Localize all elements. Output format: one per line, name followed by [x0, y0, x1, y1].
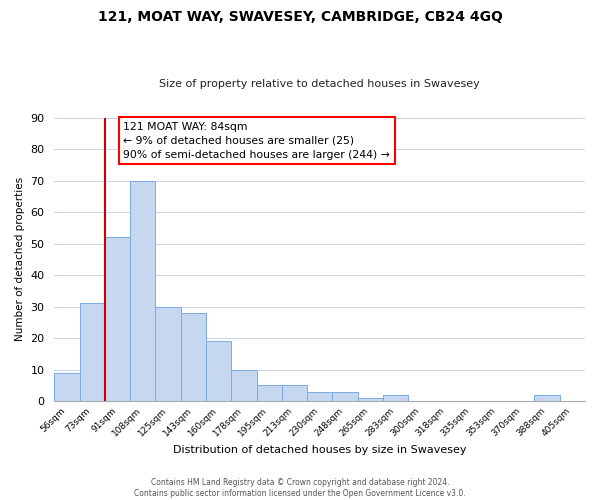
- Bar: [383, 395, 408, 401]
- Bar: [80, 304, 105, 401]
- Bar: [206, 341, 231, 401]
- Bar: [231, 370, 257, 401]
- Text: 121, MOAT WAY, SWAVESEY, CAMBRIDGE, CB24 4GQ: 121, MOAT WAY, SWAVESEY, CAMBRIDGE, CB24…: [98, 10, 502, 24]
- Text: 121 MOAT WAY: 84sqm
← 9% of detached houses are smaller (25)
90% of semi-detache: 121 MOAT WAY: 84sqm ← 9% of detached hou…: [124, 122, 390, 160]
- Bar: [307, 392, 332, 401]
- Bar: [257, 386, 282, 401]
- Bar: [181, 313, 206, 401]
- Bar: [105, 238, 130, 401]
- Bar: [155, 306, 181, 401]
- Bar: [130, 180, 155, 401]
- X-axis label: Distribution of detached houses by size in Swavesey: Distribution of detached houses by size …: [173, 445, 466, 455]
- Y-axis label: Number of detached properties: Number of detached properties: [15, 178, 25, 342]
- Bar: [55, 373, 80, 401]
- Bar: [535, 395, 560, 401]
- Bar: [358, 398, 383, 401]
- Text: Contains HM Land Registry data © Crown copyright and database right 2024.
Contai: Contains HM Land Registry data © Crown c…: [134, 478, 466, 498]
- Bar: [332, 392, 358, 401]
- Title: Size of property relative to detached houses in Swavesey: Size of property relative to detached ho…: [160, 79, 480, 89]
- Bar: [282, 386, 307, 401]
